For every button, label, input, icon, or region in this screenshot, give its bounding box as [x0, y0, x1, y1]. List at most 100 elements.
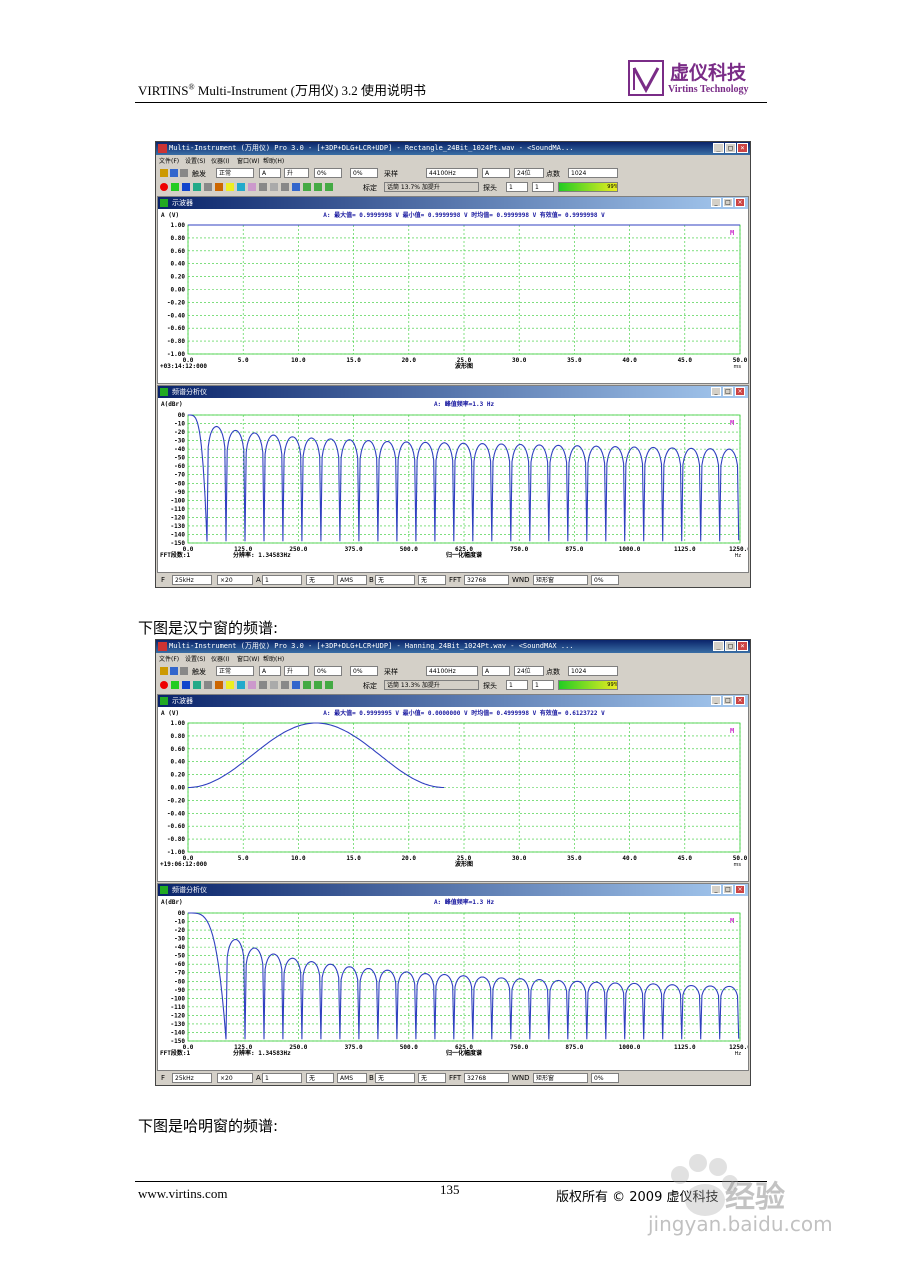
play-icon[interactable]: [314, 183, 322, 191]
speaker-icon[interactable]: [303, 183, 311, 191]
marker-m-icon[interactable]: M: [730, 727, 734, 735]
scope-mode-icon[interactable]: [171, 681, 179, 689]
marker-m-icon[interactable]: M: [730, 229, 734, 237]
window-maximize-button[interactable]: □: [725, 641, 736, 651]
channel-select[interactable]: A: [482, 666, 510, 676]
pane-close-button[interactable]: ×: [735, 387, 745, 396]
open-icon[interactable]: [160, 169, 168, 177]
trigger-mode-select[interactable]: 正常: [216, 168, 254, 178]
probe-select[interactable]: 1: [506, 182, 528, 192]
probe-select-b[interactable]: 1: [532, 182, 554, 192]
menu-item[interactable]: 帮助(H): [263, 656, 285, 663]
calibrate-label[interactable]: 标定: [363, 184, 377, 192]
overlap-select[interactable]: 0%: [591, 1073, 619, 1083]
menu-item[interactable]: 文件(F): [159, 158, 180, 165]
freq-span-select[interactable]: 25kHz: [172, 1073, 212, 1083]
ddp-icon[interactable]: [226, 681, 234, 689]
color-icon[interactable]: [215, 681, 223, 689]
record-icon[interactable]: [160, 183, 168, 191]
pane-close-button[interactable]: ×: [735, 885, 745, 894]
channel-a-mode-select[interactable]: 无: [306, 575, 334, 585]
menu-item[interactable]: 文件(F): [159, 656, 180, 663]
list-icon[interactable]: [248, 681, 256, 689]
calibrate-label[interactable]: 标定: [363, 682, 377, 690]
pane-maximize-button[interactable]: □: [723, 885, 733, 894]
marker-m-icon[interactable]: M: [730, 419, 734, 427]
window-function-select[interactable]: 矩形窗: [533, 575, 588, 585]
window-close-button[interactable]: ×: [737, 641, 748, 651]
sample-rate-select[interactable]: 44100Hz: [426, 666, 478, 676]
print-icon[interactable]: [180, 667, 188, 675]
print-icon[interactable]: [259, 183, 267, 191]
menu-item[interactable]: 设置(S): [185, 158, 206, 165]
points-select[interactable]: 1024: [568, 168, 618, 178]
pane-minimize-button[interactable]: _: [711, 696, 721, 705]
menu-item[interactable]: 设置(S): [185, 656, 206, 663]
spectrum-mode-icon[interactable]: [182, 681, 190, 689]
trigger-edge-select[interactable]: 升: [284, 666, 309, 676]
zoom-select[interactable]: ×20: [217, 575, 253, 585]
trigger-channel-select[interactable]: A: [259, 168, 281, 178]
pane-minimize-button[interactable]: _: [711, 387, 721, 396]
trigger-level-input[interactable]: 0%: [314, 666, 342, 676]
spectrum-plot[interactable]: A(dBr) A: 峰值频率=1.3 Hz 00 -10-20 -30-40 -50-60…: [158, 896, 748, 1070]
menu-item[interactable]: 仪器(I): [211, 158, 230, 165]
window-maximize-button[interactable]: □: [725, 143, 736, 153]
spectrum-mode-icon[interactable]: [182, 183, 190, 191]
channel-select[interactable]: A: [482, 168, 510, 178]
speaker-icon[interactable]: [303, 681, 311, 689]
probe-icon[interactable]: [292, 681, 300, 689]
menu-item[interactable]: 窗口(W): [237, 158, 260, 165]
channel-b-select[interactable]: 无: [375, 1073, 415, 1083]
ddp-icon[interactable]: [226, 183, 234, 191]
trigger-edge-select[interactable]: 升: [284, 168, 309, 178]
marker-b-icon[interactable]: [281, 183, 289, 191]
bar-icon[interactable]: [237, 183, 245, 191]
freq-span-select[interactable]: 25kHz: [172, 575, 212, 585]
window-close-button[interactable]: ×: [737, 143, 748, 153]
channel-b-mode-select[interactable]: 无: [418, 1073, 446, 1083]
sample-rate-select[interactable]: 44100Hz: [426, 168, 478, 178]
probe-select[interactable]: 1: [506, 680, 528, 690]
bar-icon[interactable]: [237, 681, 245, 689]
scope-mode-icon[interactable]: [171, 183, 179, 191]
window-function-select[interactable]: 矩形窗: [533, 1073, 588, 1083]
zoom-select[interactable]: ×20: [217, 1073, 253, 1083]
waveform-plot[interactable]: A (V) A: 最大值= 0.9999995 V 最小值= 0.0000000 …: [158, 707, 748, 881]
pane-minimize-button[interactable]: _: [711, 885, 721, 894]
menu-item[interactable]: 帮助(H): [263, 158, 285, 165]
print-icon[interactable]: [259, 681, 267, 689]
pane-maximize-button[interactable]: □: [723, 387, 733, 396]
list-icon[interactable]: [248, 183, 256, 191]
trigger-mode-select[interactable]: 正常: [216, 666, 254, 676]
play-icon[interactable]: [314, 681, 322, 689]
channel-b-select[interactable]: 无: [375, 575, 415, 585]
pane-close-button[interactable]: ×: [735, 696, 745, 705]
grid-icon[interactable]: [204, 681, 212, 689]
step-icon[interactable]: [325, 681, 333, 689]
print-icon[interactable]: [180, 169, 188, 177]
window-title-bar[interactable]: Multi-Instrument (万用仪) Pro 3.0 - [+3DP+D…: [156, 640, 750, 653]
pane-maximize-button[interactable]: □: [723, 198, 733, 207]
overlap-select[interactable]: 0%: [591, 575, 619, 585]
channel-a-select[interactable]: 1: [262, 1073, 302, 1083]
fft-size-select[interactable]: 32768: [464, 1073, 509, 1083]
meter-icon[interactable]: [193, 681, 201, 689]
trigger-channel-select[interactable]: A: [259, 666, 281, 676]
channel-a-select[interactable]: 1: [262, 575, 302, 585]
menu-item[interactable]: 仪器(I): [211, 656, 230, 663]
probe-select-b[interactable]: 1: [532, 680, 554, 690]
probe-icon[interactable]: [292, 183, 300, 191]
spectrum-plot[interactable]: A(dBr) A: 峰值频率=1.3 Hz 00 -10-20 -30-40 -50-60…: [158, 398, 748, 572]
points-select[interactable]: 1024: [568, 666, 618, 676]
marker-b-icon[interactable]: [281, 681, 289, 689]
marker-a-icon[interactable]: [270, 681, 278, 689]
channel-a-mode-select[interactable]: 无: [306, 1073, 334, 1083]
marker-m-icon[interactable]: M: [730, 917, 734, 925]
window-minimize-button[interactable]: _: [713, 641, 724, 651]
open-icon[interactable]: [160, 667, 168, 675]
marker-a-icon[interactable]: [270, 183, 278, 191]
waveform-plot[interactable]: A (V) A: 最大值= 0.9999998 V 最小值= 0.9999998 …: [158, 209, 748, 383]
channel-b-mode-select[interactable]: 无: [418, 575, 446, 585]
bit-depth-select[interactable]: 24位: [514, 168, 544, 178]
